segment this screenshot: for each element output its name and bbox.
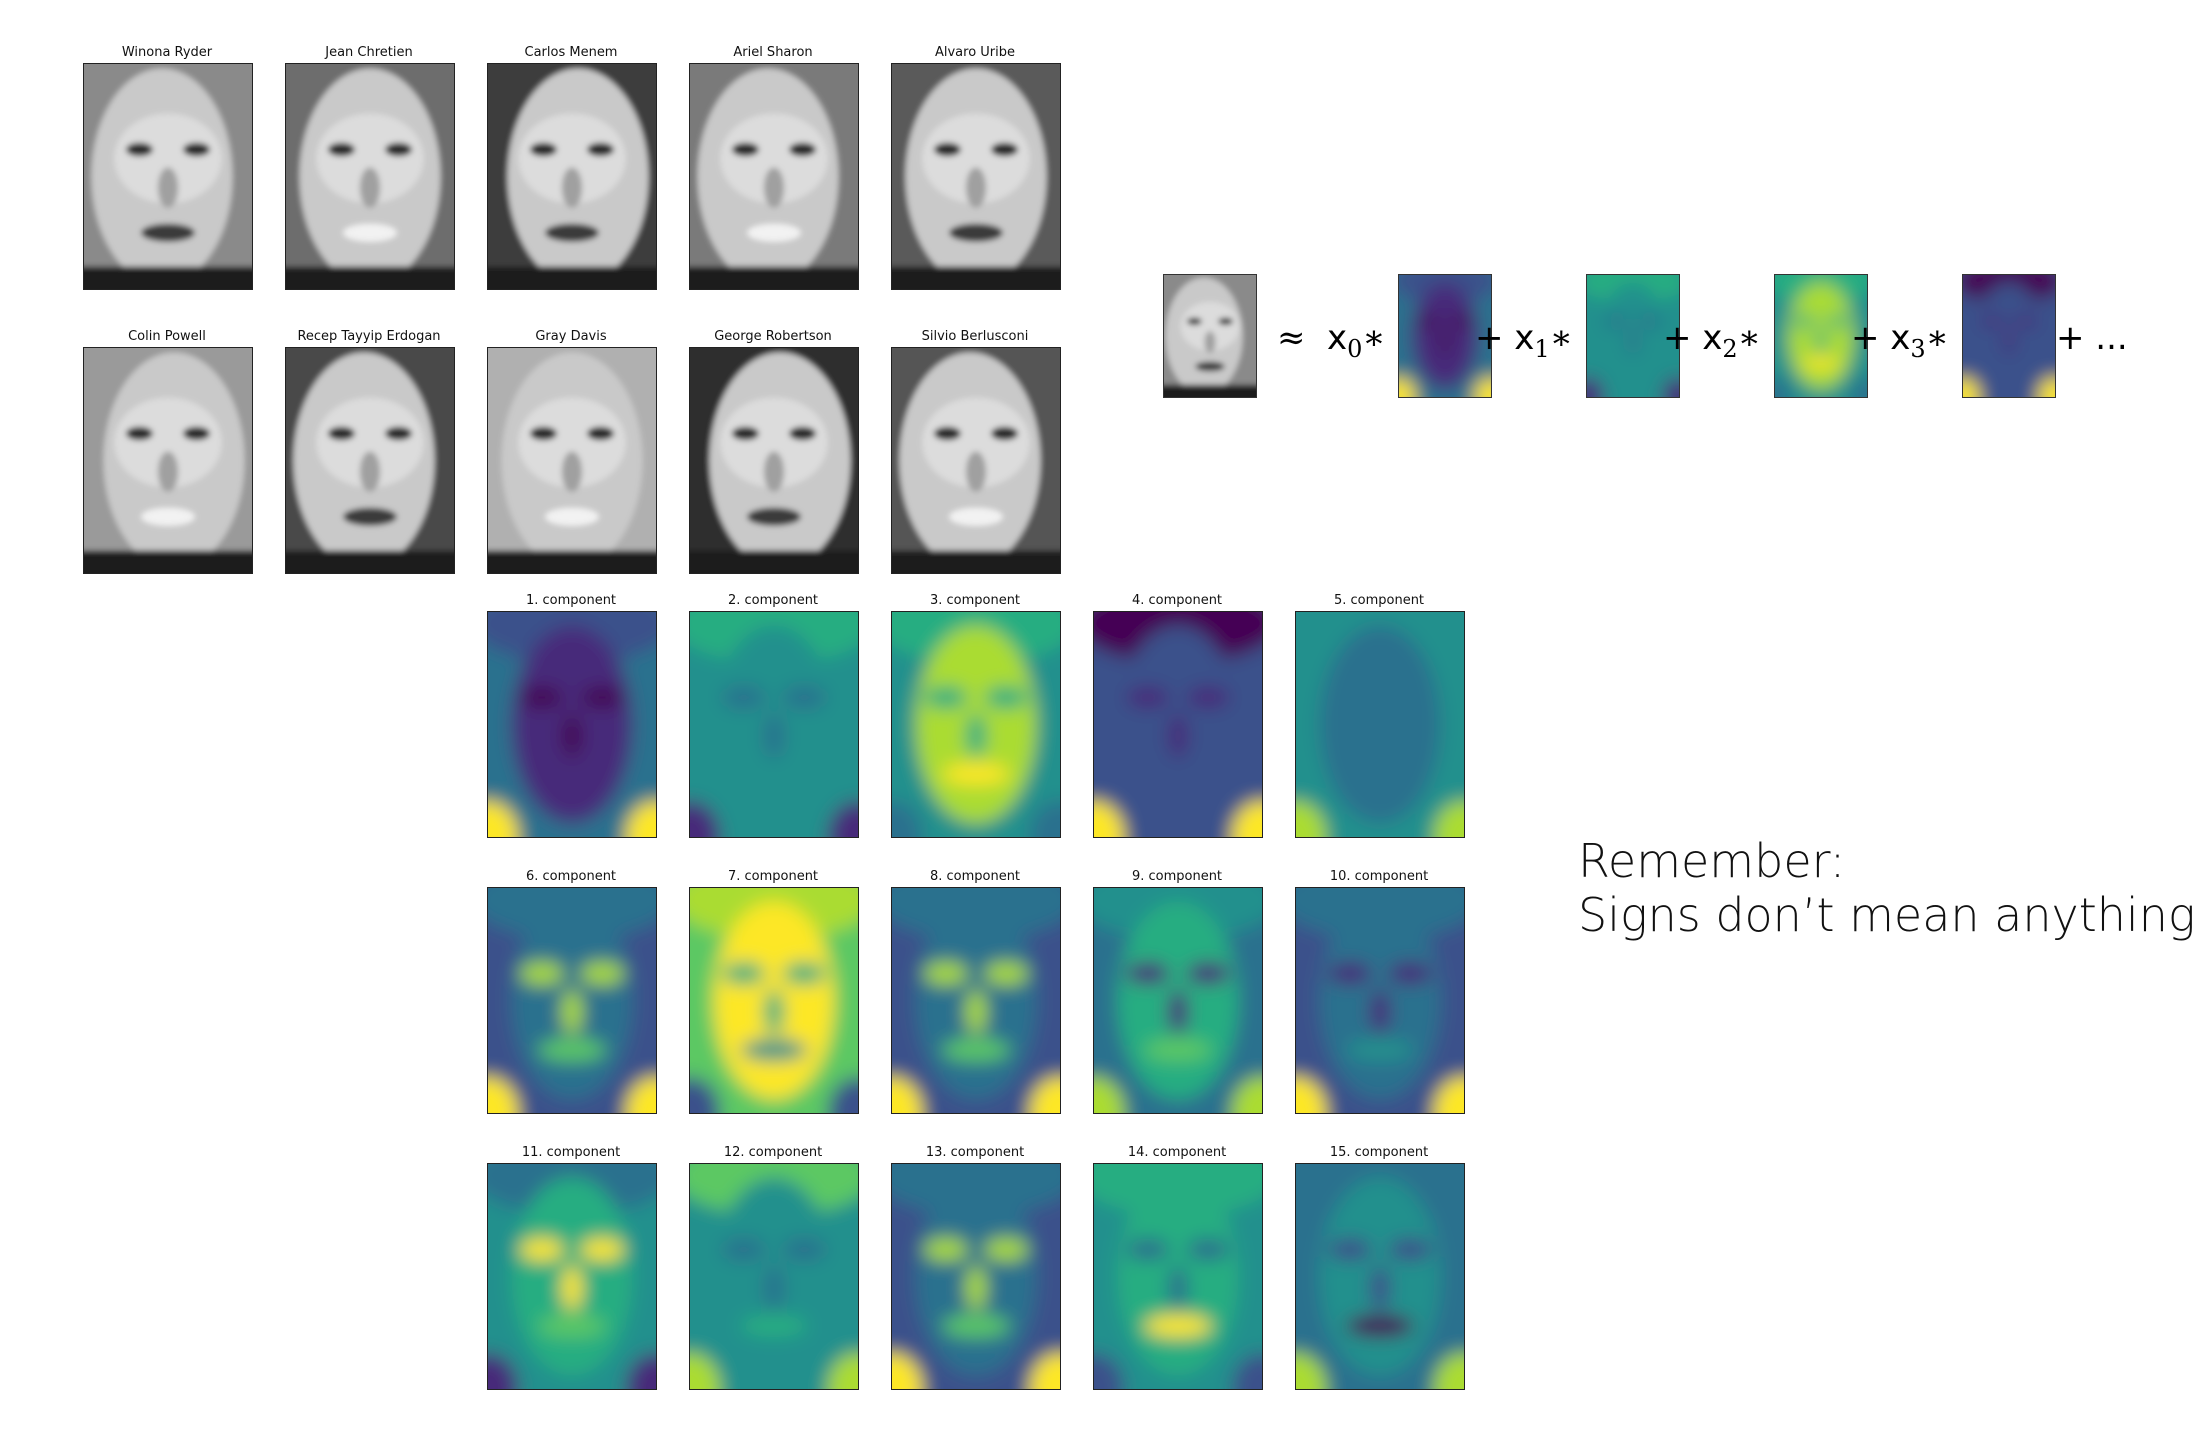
component-panel: 11. component bbox=[487, 1145, 657, 1390]
face-panel-image bbox=[891, 63, 1061, 290]
face-panel: Ariel Sharon bbox=[689, 45, 859, 290]
face-panel: Silvio Berlusconi bbox=[891, 329, 1061, 574]
component-panel-image bbox=[1093, 887, 1263, 1114]
component-panel-title: 1. component bbox=[525, 593, 617, 608]
component-panel: 8. component bbox=[891, 869, 1061, 1114]
coefficient-term: + x1∗ bbox=[1475, 318, 1573, 363]
component-panel-title: 11. component bbox=[521, 1145, 621, 1160]
component-panel-image bbox=[1295, 1163, 1465, 1390]
coefficient-term: + x2∗ bbox=[1663, 318, 1761, 363]
component-panel-image bbox=[1093, 611, 1263, 838]
component-panel-image bbox=[487, 887, 657, 1114]
equation-component-thumbnail bbox=[1962, 274, 2056, 398]
face-panel: Colin Powell bbox=[83, 329, 253, 574]
equation-component-thumbnail bbox=[1398, 274, 1492, 398]
coefficient-term: + x3∗ bbox=[1851, 318, 1949, 363]
component-panel: 5. component bbox=[1295, 593, 1465, 838]
component-panel-title: 8. component bbox=[929, 869, 1021, 884]
component-panel: 15. component bbox=[1295, 1145, 1465, 1390]
component-panel-title: 6. component bbox=[525, 869, 617, 884]
decomposition-equation: ≈ x0∗ + x1∗ + x2∗ + x3∗ + ... bbox=[1163, 274, 2163, 399]
face-panel: Winona Ryder bbox=[83, 45, 253, 290]
component-panel: 1. component bbox=[487, 593, 657, 838]
component-panel-image bbox=[689, 1163, 859, 1390]
component-panel: 2. component bbox=[689, 593, 859, 838]
component-panel-title: 9. component bbox=[1131, 869, 1223, 884]
component-panel-image bbox=[1295, 611, 1465, 838]
component-panel: 10. component bbox=[1295, 869, 1465, 1114]
face-panel-title: Jean Chretien bbox=[325, 45, 413, 60]
note-line-2: Signs don’t mean anything! bbox=[1578, 888, 2198, 942]
face-panel-image bbox=[285, 347, 455, 574]
approx-symbol: ≈ bbox=[1277, 318, 1306, 358]
component-panel: 12. component bbox=[689, 1145, 859, 1390]
face-panel-title: Colin Powell bbox=[128, 329, 206, 344]
component-panel-title: 15. component bbox=[1329, 1145, 1429, 1160]
component-panel-title: 13. component bbox=[925, 1145, 1025, 1160]
component-panel: 9. component bbox=[1093, 869, 1263, 1114]
equation-component-thumbnail bbox=[1774, 274, 1868, 398]
component-panel-image bbox=[689, 887, 859, 1114]
component-panel-title: 14. component bbox=[1127, 1145, 1227, 1160]
face-panel-image bbox=[83, 347, 253, 574]
remember-note: Remember: Signs don’t mean anything! bbox=[1578, 834, 2198, 942]
face-panel: George Robertson bbox=[689, 329, 859, 574]
component-panel-title: 7. component bbox=[727, 869, 819, 884]
component-panel-image bbox=[891, 611, 1061, 838]
component-panel: 14. component bbox=[1093, 1145, 1263, 1390]
face-panel-title: George Robertson bbox=[714, 329, 832, 344]
face-panel-image bbox=[285, 63, 455, 290]
component-panel: 3. component bbox=[891, 593, 1061, 838]
equation-face-thumbnail bbox=[1163, 274, 1257, 398]
face-panel: Recep Tayyip Erdogan bbox=[285, 329, 455, 574]
face-panel: Jean Chretien bbox=[285, 45, 455, 290]
component-panel-image bbox=[689, 611, 859, 838]
component-panel: 7. component bbox=[689, 869, 859, 1114]
equation-component-thumbnail bbox=[1586, 274, 1680, 398]
face-panel-image bbox=[487, 347, 657, 574]
component-panel-image bbox=[1295, 887, 1465, 1114]
component-panel: 6. component bbox=[487, 869, 657, 1114]
face-panel: Carlos Menem bbox=[487, 45, 657, 290]
note-line-1: Remember: bbox=[1578, 834, 1846, 888]
component-panel-title: 5. component bbox=[1333, 593, 1425, 608]
face-panel-title: Silvio Berlusconi bbox=[921, 329, 1029, 344]
face-panel-title: Ariel Sharon bbox=[733, 45, 813, 60]
component-panel-title: 12. component bbox=[723, 1145, 823, 1160]
component-panel-title: 3. component bbox=[929, 593, 1021, 608]
component-panel-image bbox=[891, 887, 1061, 1114]
face-panel: Gray Davis bbox=[487, 329, 657, 574]
face-panel-title: Recep Tayyip Erdogan bbox=[297, 329, 441, 344]
component-panel-title: 4. component bbox=[1131, 593, 1223, 608]
face-panel-image bbox=[689, 63, 859, 290]
face-panel-title: Carlos Menem bbox=[524, 45, 618, 60]
face-panel-title: Winona Ryder bbox=[121, 45, 213, 60]
face-panel: Alvaro Uribe bbox=[891, 45, 1061, 290]
component-panel: 13. component bbox=[891, 1145, 1061, 1390]
face-panel-title: Gray Davis bbox=[535, 329, 607, 344]
component-panel: 4. component bbox=[1093, 593, 1263, 838]
coefficient-term: x0∗ bbox=[1327, 318, 1386, 363]
face-panel-title: Alvaro Uribe bbox=[934, 45, 1016, 60]
component-panel-title: 2. component bbox=[727, 593, 819, 608]
ellipsis-term: + ... bbox=[2056, 318, 2128, 358]
component-panel-image bbox=[1093, 1163, 1263, 1390]
component-panel-image bbox=[891, 1163, 1061, 1390]
component-panel-title: 10. component bbox=[1329, 869, 1429, 884]
face-panel-image bbox=[83, 63, 253, 290]
face-panel-image bbox=[891, 347, 1061, 574]
component-panel-image bbox=[487, 1163, 657, 1390]
face-panel-image bbox=[487, 63, 657, 290]
face-panel-image bbox=[689, 347, 859, 574]
component-panel-image bbox=[487, 611, 657, 838]
